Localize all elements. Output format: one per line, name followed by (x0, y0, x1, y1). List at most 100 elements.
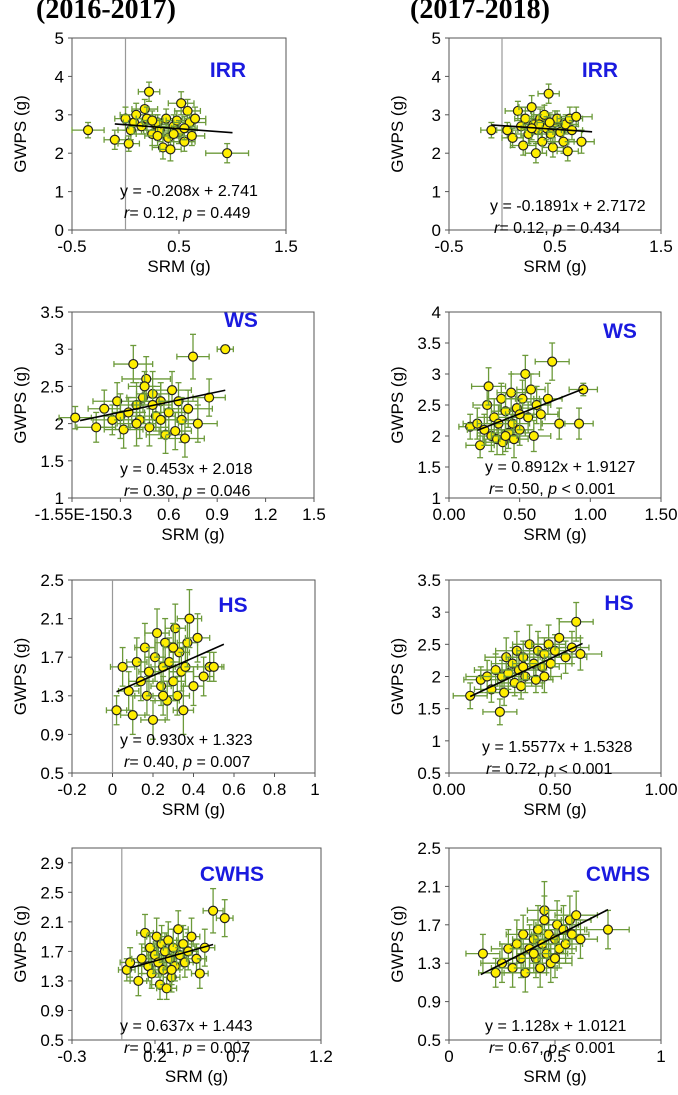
y-tick-label: 2.5 (40, 883, 64, 902)
point-marker (143, 86, 155, 97)
data-point (129, 408, 170, 447)
point-marker (183, 403, 194, 414)
point-marker (186, 130, 197, 142)
point-marker (133, 975, 144, 987)
data-point (76, 411, 117, 443)
y-tick-label: 1 (432, 489, 441, 508)
data-point (140, 699, 166, 740)
y-tick-label: 1 (432, 183, 441, 202)
plot-frame (71, 311, 315, 499)
y-tick-label: 3 (55, 340, 64, 359)
point-marker (155, 414, 166, 425)
data-point (559, 106, 593, 127)
data-point (184, 613, 211, 663)
point-marker (158, 690, 169, 701)
data-point (516, 373, 546, 406)
p-value-text: = 0.046 (192, 483, 250, 500)
x-tick-label: 1.2 (254, 505, 278, 524)
point-marker (168, 676, 179, 687)
y-tick-label: 0.9 (417, 993, 441, 1012)
data-point (192, 378, 226, 417)
data-point (526, 895, 563, 945)
data-point (145, 415, 186, 455)
data-point (176, 333, 210, 380)
data-point (182, 666, 205, 707)
point-marker (112, 396, 123, 407)
point-marker (535, 962, 546, 974)
data-point (482, 698, 518, 726)
y-tick-label: 2.5 (40, 377, 64, 396)
data-point (103, 129, 127, 151)
y-tick-label: 3 (432, 365, 441, 384)
data-point (152, 370, 193, 410)
point-marker (208, 661, 219, 672)
y-tick-label: 5 (55, 29, 64, 48)
data-point (117, 671, 140, 711)
point-marker (208, 905, 219, 916)
y-tick-label: 0.5 (40, 1031, 64, 1050)
data-point (144, 608, 170, 658)
point-marker (189, 113, 201, 124)
x-axis-label: SRM (g) (165, 1067, 228, 1086)
equation-label: y = 0.8912x + 1.9127 (485, 459, 635, 476)
point-marker (526, 102, 537, 113)
x-tick-label: 0.7 (226, 1047, 250, 1066)
stats-label: r= 0.30, p = 0.046 (124, 483, 250, 500)
point-marker (128, 358, 139, 370)
p-symbol: p (182, 754, 192, 771)
data-point (564, 407, 594, 440)
x-tick-label: -1.55E-15 (35, 505, 110, 524)
x-tick-label: 1.2 (309, 1047, 333, 1066)
chart-ws-2016: 1 1.5 2 2.5 3 3.5 -1.55E-15 0.3 0.6 0.9 1.2 1.5 SRM … (11, 303, 326, 544)
data-point (167, 910, 189, 949)
data-point (129, 965, 148, 997)
p-symbol: p (544, 761, 554, 778)
y-tick-label: 1.3 (40, 687, 64, 706)
point-marker (136, 953, 147, 964)
x-tick-label: -0.3 (57, 1047, 86, 1066)
chart-cwhs-2016: 0.5 0.9 1.3 1.7 2.1 2.5 2.9 -0.3 0.2 0.7 1.2 SRM (g… (11, 847, 333, 1086)
point-marker (515, 681, 527, 692)
point-marker (576, 136, 587, 147)
y-tick-label: 2.5 (40, 571, 64, 590)
point-marker (184, 613, 195, 624)
data-point (537, 83, 560, 104)
r-value: r (124, 1040, 130, 1057)
point-marker (539, 914, 550, 926)
data-point (58, 405, 93, 430)
point-marker (192, 418, 203, 429)
x-tick-label: 0.9 (205, 505, 229, 524)
x-tick-label: 0.6 (222, 780, 246, 799)
y-tick-label: 1.7 (40, 942, 64, 961)
column-header-2017-2018: (2017-2018) (410, 0, 550, 25)
trend-line (491, 124, 593, 133)
point-marker (166, 385, 178, 396)
trend-line (114, 123, 233, 134)
point-marker (530, 674, 542, 685)
point-marker (160, 637, 171, 648)
y-tick-label: 1.5 (417, 458, 441, 477)
x-tick-label: 0.3 (109, 505, 133, 524)
x-axis-label: SRM (g) (523, 800, 586, 819)
data-point (87, 389, 122, 428)
trend-line (469, 642, 583, 698)
stats-label: r= 0.72, p < 0.001 (486, 761, 612, 778)
chart-hs-2017: 0.5 1 1.5 2 2.5 3 3.5 0.00 0.50 1.00 SRM (g) GWPS (… (388, 571, 678, 819)
y-tick-label: 1.5 (417, 700, 441, 719)
y-tick-label: 2.1 (417, 877, 441, 896)
r-value: r (489, 481, 495, 498)
x-tick-label: 0 (444, 1047, 453, 1066)
y-tick-label: 3.5 (40, 303, 64, 322)
data-point (172, 685, 195, 736)
data-point (505, 653, 541, 681)
data-point (116, 400, 157, 447)
r-value: r (124, 754, 130, 771)
point-marker (182, 105, 193, 117)
x-tick-label: 0.5 (543, 237, 567, 256)
data-point (119, 695, 146, 736)
y-tick-label: 1.3 (417, 954, 441, 973)
treatment-label: IRR (210, 59, 246, 82)
x-axis-label: SRM (g) (161, 525, 224, 544)
point-marker (120, 113, 131, 124)
y-tick-label: 2.1 (40, 913, 64, 932)
